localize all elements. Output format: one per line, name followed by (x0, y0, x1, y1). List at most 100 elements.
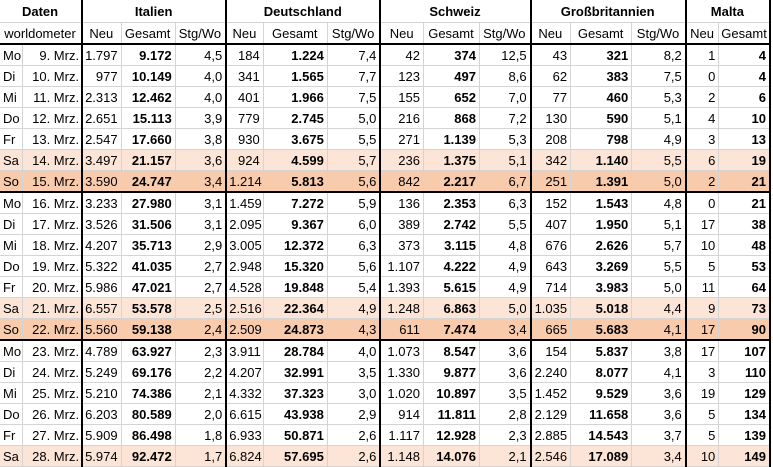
italien-neu-cell: 5.909 (82, 424, 122, 446)
grossbritannien-gesamt-cell: 17.089 (570, 445, 633, 467)
deutschland-stg-cell: 5,7 (327, 149, 382, 171)
grossbritannien-gesamt-cell: 1.543 (570, 192, 633, 214)
malta-neu-cell: 6 (685, 149, 720, 171)
malta-neu-cell: 2 (685, 86, 720, 108)
deutschland-neu-cell: 2.509 (226, 318, 264, 341)
schweiz-gesamt-cell: 497 (423, 65, 481, 87)
deutschland-gesamt-cell: 3.675 (263, 128, 328, 150)
date-cell: 26. Mrz. (22, 403, 84, 425)
italien-gesamt-cell: 10.149 (121, 65, 176, 87)
grossbritannien-gesamt-cell: 1.140 (570, 149, 633, 171)
italien-neu-cell: 4.207 (82, 234, 122, 256)
date-cell: 15. Mrz. (22, 170, 84, 193)
deutschland-gesamt-cell: 1.966 (263, 86, 328, 108)
malta-neu-cell: 11 (685, 276, 720, 298)
deutschland-neu-cell: 2.948 (226, 255, 264, 277)
italien-stg-cell: 4,0 (175, 86, 228, 108)
weekday-cell: Fr (0, 424, 23, 446)
italien-stg-cell: 3,1 (175, 192, 228, 214)
grossbritannien-stg-cell: 3,7 (631, 424, 687, 446)
table-row: Fr 27. Mrz. 5.909 86.498 1,8 6.933 50.871 2,6 1.… (0, 424, 772, 446)
table-row: Di 10. Mrz. 977 10.149 4,0 341 1.565 7,7 123 497 8… (0, 65, 772, 87)
col-header-gesamt: Gesamt (423, 22, 481, 45)
malta-neu-cell: 5 (685, 424, 720, 446)
malta-neu-cell: 17 (685, 318, 720, 341)
date-cell: 28. Mrz. (22, 445, 84, 467)
date-cell: 16. Mrz. (22, 192, 84, 214)
italien-neu-cell: 5.322 (82, 255, 122, 277)
schweiz-stg-cell: 4,8 (479, 234, 532, 256)
schweiz-neu-cell: 373 (380, 234, 424, 256)
malta-neu-cell: 17 (685, 213, 720, 235)
schweiz-gesamt-cell: 12.928 (423, 424, 481, 446)
schweiz-stg-cell: 3,6 (479, 340, 532, 362)
table-row: Fr 13. Mrz. 2.547 17.660 3,8 930 3.675 5,5 271 1.… (0, 128, 772, 150)
col-header-neu: Neu (685, 22, 720, 45)
malta-neu-cell: 2 (685, 170, 720, 193)
deutschland-neu-cell: 401 (226, 86, 264, 108)
schweiz-stg-cell: 3,4 (479, 318, 532, 341)
table-row: Mi 11. Mrz. 2.313 12.462 4,0 401 1.966 7,5 155 65… (0, 86, 772, 108)
schweiz-stg-cell: 4,9 (479, 276, 532, 298)
grossbritannien-neu-cell: 62 (530, 65, 572, 87)
country-header-italien: Italien (82, 0, 228, 23)
col-header-gesamt: Gesamt (718, 22, 772, 45)
date-cell: 25. Mrz. (22, 382, 84, 404)
grossbritannien-gesamt-cell: 798 (570, 128, 633, 150)
col-header-stg: Stg/Wo (631, 22, 687, 45)
schweiz-gesamt-cell: 2.353 (423, 192, 481, 214)
schweiz-neu-cell: 1.117 (380, 424, 424, 446)
malta-gesamt-cell: 107 (718, 340, 772, 362)
italien-stg-cell: 1,7 (175, 445, 228, 467)
deutschland-stg-cell: 6,3 (327, 234, 382, 256)
italien-neu-cell: 2.651 (82, 107, 122, 129)
schweiz-neu-cell: 136 (380, 192, 424, 214)
grossbritannien-gesamt-cell: 14.543 (570, 424, 633, 446)
deutschland-gesamt-cell: 50.871 (263, 424, 328, 446)
italien-gesamt-cell: 47.021 (121, 276, 176, 298)
malta-gesamt-cell: 13 (718, 128, 772, 150)
malta-neu-cell: 19 (685, 382, 720, 404)
deutschland-stg-cell: 7,5 (327, 86, 382, 108)
date-cell: 19. Mrz. (22, 255, 84, 277)
table-row: Mi 25. Mrz. 5.210 74.386 2,1 4.332 37.323 3,0 1.… (0, 382, 772, 404)
deutschland-neu-cell: 4.207 (226, 361, 264, 383)
schweiz-neu-cell: 1.107 (380, 255, 424, 277)
deutschland-gesamt-cell: 5.813 (263, 170, 328, 193)
malta-neu-cell: 0 (685, 65, 720, 87)
deutschland-stg-cell: 7,4 (327, 44, 382, 66)
italien-stg-cell: 1,8 (175, 424, 228, 446)
grossbritannien-gesamt-cell: 3.983 (570, 276, 633, 298)
italien-stg-cell: 3,9 (175, 107, 228, 129)
country-header-row: Daten Italien Deutschland Schweiz Großbr… (0, 0, 772, 23)
italien-gesamt-cell: 86.498 (121, 424, 176, 446)
grossbritannien-stg-cell: 8,2 (631, 44, 687, 66)
deutschland-gesamt-cell: 1.565 (263, 65, 328, 87)
italien-neu-cell: 5.249 (82, 361, 122, 383)
schweiz-stg-cell: 12,5 (479, 44, 532, 66)
grossbritannien-neu-cell: 2.129 (530, 403, 572, 425)
table-row: Mi 18. Mrz. 4.207 35.713 2,9 3.005 12.372 6,3 37… (0, 234, 772, 256)
deutschland-stg-cell: 5,0 (327, 107, 382, 129)
schweiz-neu-cell: 1.393 (380, 276, 424, 298)
deutschland-neu-cell: 4.528 (226, 276, 264, 298)
italien-neu-cell: 6.557 (82, 297, 122, 319)
malta-gesamt-cell: 90 (718, 318, 772, 341)
schweiz-neu-cell: 216 (380, 107, 424, 129)
deutschland-stg-cell: 2,9 (327, 403, 382, 425)
schweiz-stg-cell: 3,5 (479, 382, 532, 404)
grossbritannien-neu-cell: 43 (530, 44, 572, 66)
malta-gesamt-cell: 38 (718, 213, 772, 235)
deutschland-stg-cell: 6,0 (327, 213, 382, 235)
schweiz-neu-cell: 236 (380, 149, 424, 171)
malta-gesamt-cell: 4 (718, 44, 772, 66)
grossbritannien-stg-cell: 5,1 (631, 213, 687, 235)
grossbritannien-neu-cell: 407 (530, 213, 572, 235)
italien-neu-cell: 6.203 (82, 403, 122, 425)
daten-header: Daten (0, 0, 84, 23)
malta-gesamt-cell: 4 (718, 65, 772, 87)
date-cell: 18. Mrz. (22, 234, 84, 256)
table-row: Sa 21. Mrz. 6.557 53.578 2,5 2.516 22.364 4,9 1.… (0, 297, 772, 319)
grossbritannien-gesamt-cell: 1.950 (570, 213, 633, 235)
date-cell: 14. Mrz. (22, 149, 84, 171)
